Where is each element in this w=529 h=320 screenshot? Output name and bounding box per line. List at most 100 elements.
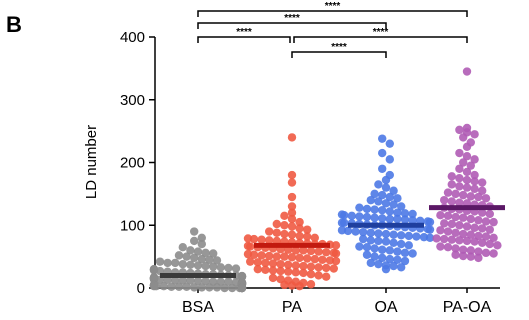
data-point xyxy=(216,263,225,272)
data-point xyxy=(425,217,435,227)
data-point xyxy=(246,242,255,251)
data-point xyxy=(381,264,391,274)
data-point xyxy=(178,243,187,252)
data-point xyxy=(287,222,297,231)
data-point xyxy=(370,252,379,261)
data-point xyxy=(178,276,187,285)
data-point xyxy=(462,67,472,76)
data-point xyxy=(408,216,417,225)
y-tick-label: 300 xyxy=(120,92,145,109)
data-point xyxy=(370,213,379,222)
data-point xyxy=(287,133,297,142)
data-point xyxy=(362,250,372,259)
data-point xyxy=(306,269,316,279)
data-point xyxy=(318,255,327,264)
y-axis-label: LD number xyxy=(83,125,100,199)
data-point xyxy=(436,211,445,220)
data-point xyxy=(459,190,468,200)
data-point xyxy=(389,261,398,271)
data-point xyxy=(374,236,383,246)
data-point xyxy=(306,246,316,256)
data-point xyxy=(481,248,491,258)
data-point xyxy=(443,243,453,252)
data-point xyxy=(466,230,475,239)
data-point xyxy=(347,211,356,221)
data-point xyxy=(393,247,402,256)
data-point xyxy=(385,207,394,216)
x-tick-label: PA-OA xyxy=(443,299,492,316)
data-point xyxy=(331,256,341,266)
data-point xyxy=(280,280,289,290)
data-point xyxy=(447,197,456,206)
data-point xyxy=(291,261,300,270)
data-point xyxy=(459,229,468,239)
data-point xyxy=(378,253,387,263)
data-point xyxy=(432,234,441,243)
data-point xyxy=(451,250,460,259)
data-point xyxy=(474,253,483,263)
data-point xyxy=(193,261,203,270)
data-point xyxy=(287,281,297,290)
data-point xyxy=(485,209,494,219)
data-point xyxy=(171,276,180,285)
data-point xyxy=(355,203,364,212)
data-point xyxy=(470,177,479,186)
data-point xyxy=(455,198,464,207)
data-point xyxy=(331,241,341,250)
data-point xyxy=(265,236,274,245)
data-point xyxy=(299,268,308,278)
data-point xyxy=(322,272,331,281)
data-point xyxy=(389,230,398,239)
data-point xyxy=(374,180,383,189)
data-point xyxy=(470,184,479,194)
data-point xyxy=(459,251,468,261)
data-point xyxy=(397,231,406,240)
data-point xyxy=(478,178,487,187)
data-point xyxy=(268,273,278,283)
data-point xyxy=(362,204,372,214)
data-point xyxy=(400,256,410,266)
data-point xyxy=(425,233,435,242)
data-point xyxy=(474,216,483,225)
data-point xyxy=(385,155,394,164)
data-point xyxy=(385,246,394,255)
data-point xyxy=(205,255,214,264)
data-point xyxy=(197,233,206,242)
data-point xyxy=(284,260,293,269)
data-point xyxy=(306,280,316,289)
data-point xyxy=(404,241,413,250)
data-point xyxy=(443,227,453,236)
data-point xyxy=(455,148,464,158)
data-point xyxy=(374,229,383,238)
data-point xyxy=(280,211,289,221)
data-point xyxy=(378,245,387,254)
data-point xyxy=(355,242,364,251)
data-point xyxy=(287,208,297,217)
data-point xyxy=(436,242,445,251)
data-point xyxy=(466,192,475,201)
data-point xyxy=(462,175,472,185)
data-point xyxy=(220,283,229,293)
x-tick-label: BSA xyxy=(182,299,214,316)
data-point xyxy=(462,236,472,246)
data-point xyxy=(462,152,472,161)
data-point xyxy=(186,276,195,285)
data-point xyxy=(310,233,319,242)
data-point xyxy=(272,219,281,229)
data-point xyxy=(272,228,281,237)
data-point xyxy=(343,226,353,236)
data-point xyxy=(261,258,270,268)
data-point xyxy=(340,218,349,227)
data-point xyxy=(303,254,312,263)
data-point xyxy=(261,265,270,275)
data-point xyxy=(370,244,379,253)
data-point xyxy=(425,225,435,234)
data-point xyxy=(310,254,319,264)
y-tick-label: 0 xyxy=(137,280,145,297)
data-point xyxy=(489,217,498,227)
data-point xyxy=(485,225,494,234)
data-point xyxy=(306,262,316,271)
significance-bracket xyxy=(291,51,387,58)
data-point xyxy=(478,208,487,217)
data-point xyxy=(378,148,387,158)
